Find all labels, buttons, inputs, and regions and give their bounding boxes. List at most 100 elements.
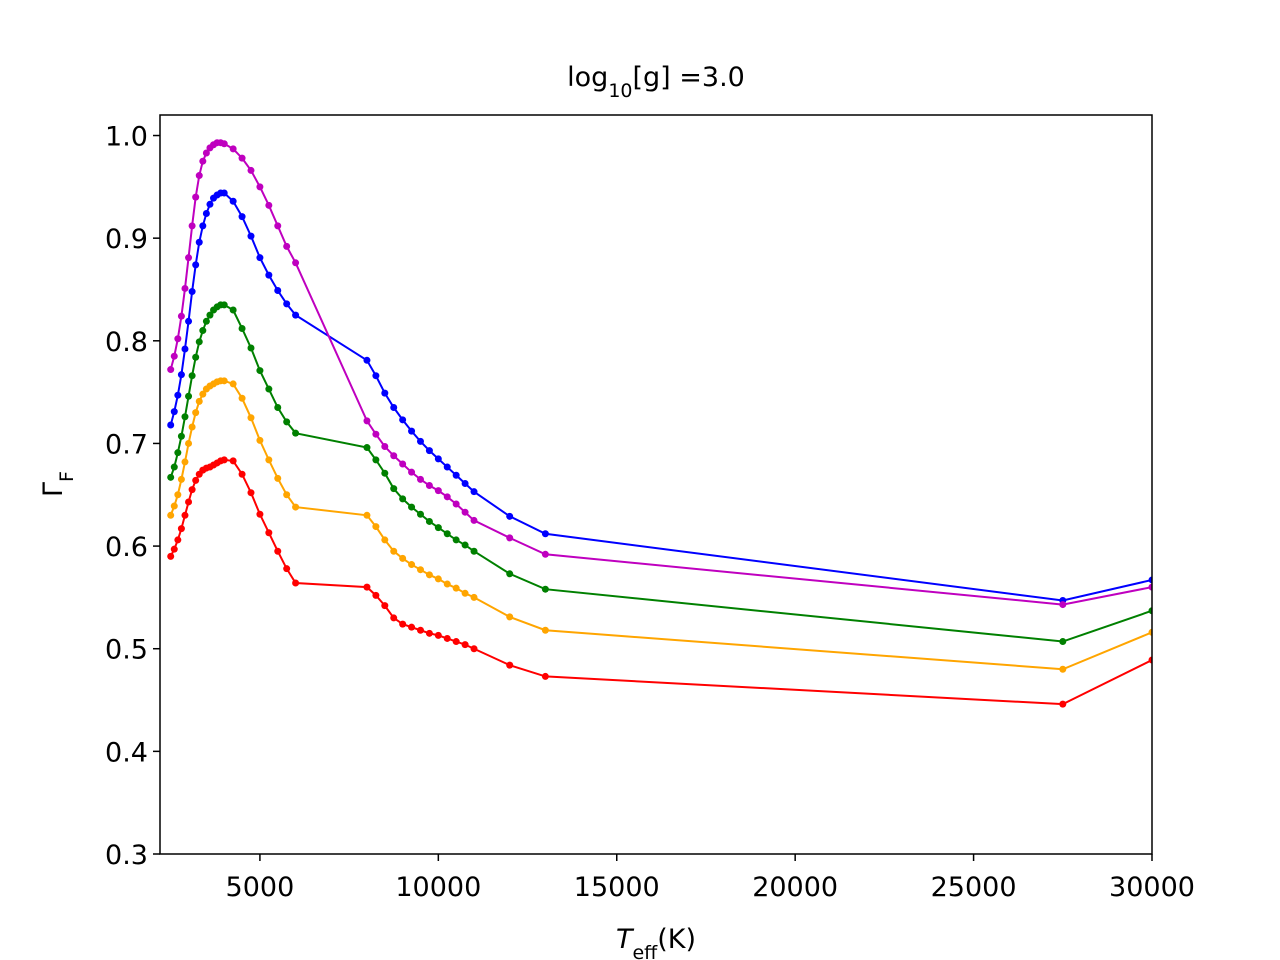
data-point <box>206 200 214 208</box>
data-point <box>443 580 451 588</box>
data-point <box>399 620 407 628</box>
data-point <box>274 287 282 295</box>
data-point <box>461 589 469 597</box>
data-point <box>174 491 182 499</box>
data-point <box>229 197 237 205</box>
data-point <box>372 430 380 438</box>
data-point <box>283 565 291 573</box>
data-point <box>470 645 478 653</box>
data-point <box>192 476 200 484</box>
data-point <box>220 189 228 197</box>
data-point <box>1059 638 1067 646</box>
y-tick-label: 1.0 <box>105 122 148 153</box>
data-point <box>452 536 460 544</box>
y-tick-label: 0.3 <box>105 840 148 871</box>
data-point <box>220 140 228 148</box>
data-point <box>292 579 300 587</box>
x-axis-label: Teff(K) <box>616 924 696 960</box>
data-point <box>452 500 460 508</box>
data-point <box>188 423 196 431</box>
data-point <box>195 397 203 405</box>
data-point <box>470 488 478 496</box>
x-axis-label-part: T <box>616 924 635 955</box>
data-point <box>452 584 460 592</box>
data-point <box>170 502 178 510</box>
data-point <box>408 468 416 476</box>
data-point <box>167 473 175 481</box>
data-point <box>381 469 389 477</box>
data-point <box>416 566 424 574</box>
x-tick-label: 20000 <box>752 872 838 903</box>
data-point <box>185 317 193 325</box>
data-point <box>506 661 514 669</box>
data-point <box>220 456 228 464</box>
data-point <box>229 457 237 465</box>
data-point <box>399 554 407 562</box>
chart-title-part: log <box>567 62 608 93</box>
data-point <box>470 593 478 601</box>
data-point <box>1148 583 1152 591</box>
data-point <box>206 311 214 319</box>
data-point <box>199 327 207 335</box>
data-point <box>363 444 371 452</box>
data-point <box>192 261 200 269</box>
data-point <box>381 443 389 451</box>
data-point <box>399 416 407 424</box>
data-point <box>199 390 207 398</box>
data-point <box>265 529 273 537</box>
data-point <box>202 149 210 157</box>
data-point <box>390 452 398 460</box>
data-point <box>461 541 469 549</box>
x-tick-label: 5000 <box>226 872 295 903</box>
data-point <box>541 530 549 538</box>
data-point <box>390 614 398 622</box>
data-point <box>177 432 185 440</box>
data-point <box>506 512 514 520</box>
data-point <box>1148 576 1152 584</box>
data-point <box>363 511 371 519</box>
data-point <box>238 324 246 332</box>
data-point <box>425 517 433 525</box>
data-point <box>192 409 200 417</box>
data-point <box>443 463 451 471</box>
data-point <box>292 503 300 511</box>
data-point <box>177 371 185 379</box>
x-axis-label-part: eff <box>632 942 658 960</box>
data-point <box>461 479 469 487</box>
data-point <box>425 447 433 455</box>
data-point <box>372 372 380 380</box>
data-point <box>181 345 189 353</box>
x-axis-label-part: (K) <box>657 924 696 955</box>
data-point <box>174 449 182 457</box>
data-point <box>238 154 246 162</box>
data-point <box>425 571 433 579</box>
y-axis-label: ΓF <box>38 471 78 497</box>
x-tick-label: 15000 <box>574 872 660 903</box>
data-point <box>229 380 237 388</box>
data-point <box>238 470 246 478</box>
data-point <box>185 392 193 400</box>
data-point <box>170 463 178 471</box>
data-point <box>461 641 469 649</box>
data-point <box>372 523 380 531</box>
data-point <box>256 183 264 191</box>
data-point <box>238 394 246 402</box>
data-point <box>229 145 237 153</box>
data-point <box>238 213 246 221</box>
data-point <box>188 222 196 230</box>
y-axis-label-part: F <box>56 471 78 482</box>
data-point <box>170 408 178 416</box>
data-point <box>188 288 196 296</box>
data-point <box>181 284 189 292</box>
data-point <box>390 547 398 555</box>
data-point <box>390 404 398 412</box>
data-point <box>247 414 255 422</box>
data-point <box>283 418 291 426</box>
data-point <box>541 585 549 593</box>
data-point <box>185 439 193 447</box>
data-point <box>408 561 416 569</box>
data-point <box>188 372 196 380</box>
data-point <box>381 602 389 610</box>
chart-title-part: [g] =3.0 <box>633 62 745 93</box>
